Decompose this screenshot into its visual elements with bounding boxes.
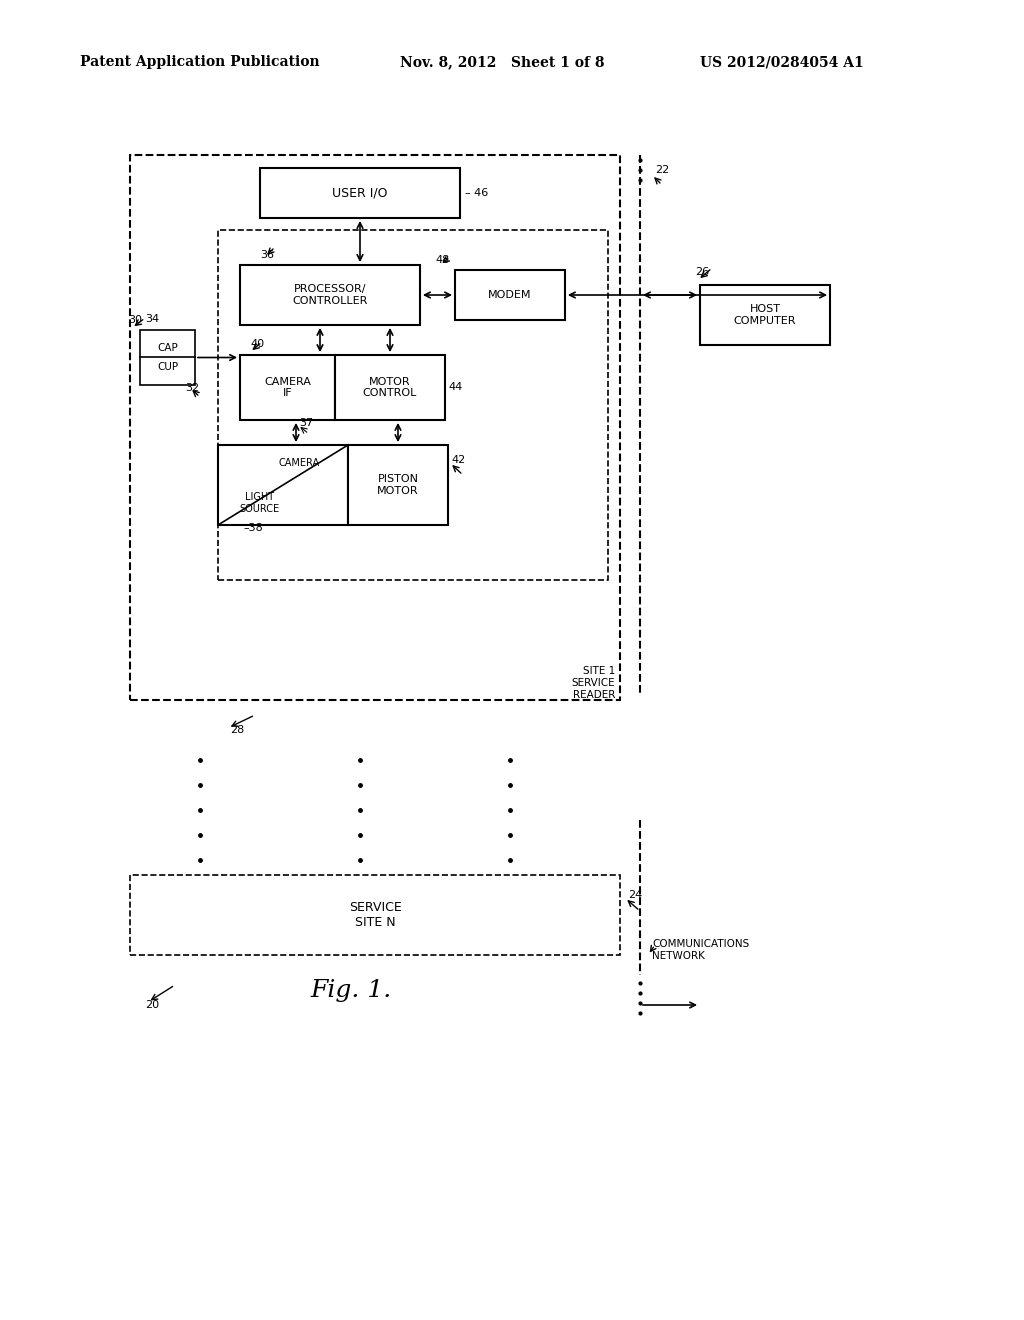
Text: USER I/O: USER I/O — [332, 186, 388, 199]
Text: US 2012/0284054 A1: US 2012/0284054 A1 — [700, 55, 864, 69]
Text: 32: 32 — [185, 383, 199, 393]
Bar — [240, 265, 420, 325]
Text: Patent Application Publication: Patent Application Publication — [80, 55, 319, 69]
Text: 22: 22 — [655, 165, 670, 176]
Text: 37: 37 — [299, 418, 313, 428]
Text: Nov. 8, 2012   Sheet 1 of 8: Nov. 8, 2012 Sheet 1 of 8 — [400, 55, 604, 69]
Text: CAP: CAP — [157, 343, 178, 352]
Bar — [140, 330, 195, 385]
Text: CUP: CUP — [157, 362, 178, 372]
Bar — [260, 168, 460, 218]
Text: 36: 36 — [260, 249, 274, 260]
Text: SERVICE: SERVICE — [571, 678, 615, 688]
Text: MODEM: MODEM — [488, 290, 531, 300]
Text: – 46: – 46 — [465, 187, 488, 198]
Bar — [130, 154, 620, 700]
Bar — [348, 445, 449, 525]
Text: 40: 40 — [250, 339, 264, 348]
Text: 24: 24 — [628, 890, 642, 900]
Text: CAMERA
IF: CAMERA IF — [264, 376, 311, 399]
Text: PROCESSOR/
CONTROLLER: PROCESSOR/ CONTROLLER — [292, 284, 368, 306]
Bar — [240, 355, 335, 420]
Text: SITE 1: SITE 1 — [583, 667, 615, 676]
Text: COMMUNICATIONS
NETWORK: COMMUNICATIONS NETWORK — [652, 940, 750, 961]
Text: 28: 28 — [230, 725, 245, 735]
Text: Fig. 1.: Fig. 1. — [310, 978, 391, 1002]
Text: LIGHT
SOURCE: LIGHT SOURCE — [240, 492, 280, 513]
Text: 34: 34 — [145, 314, 159, 323]
Text: HOST
COMPUTER: HOST COMPUTER — [734, 304, 797, 326]
Text: PISTON
MOTOR: PISTON MOTOR — [377, 474, 419, 496]
Bar — [218, 445, 348, 525]
Bar — [335, 355, 445, 420]
Text: CAMERA: CAMERA — [279, 458, 319, 469]
Text: MOTOR
CONTROL: MOTOR CONTROL — [362, 376, 417, 399]
Text: SERVICE
SITE N: SERVICE SITE N — [348, 902, 401, 929]
Text: 48: 48 — [435, 255, 450, 265]
Bar — [218, 230, 608, 579]
Text: 20: 20 — [145, 1001, 159, 1010]
Text: –38: –38 — [243, 523, 263, 533]
Text: 30: 30 — [128, 315, 142, 325]
Text: READER: READER — [572, 690, 615, 700]
Text: 44: 44 — [449, 383, 462, 392]
Text: 26: 26 — [695, 267, 710, 277]
Bar — [455, 271, 565, 319]
Bar — [700, 285, 830, 345]
Bar — [130, 875, 620, 954]
Text: 42: 42 — [451, 455, 465, 465]
